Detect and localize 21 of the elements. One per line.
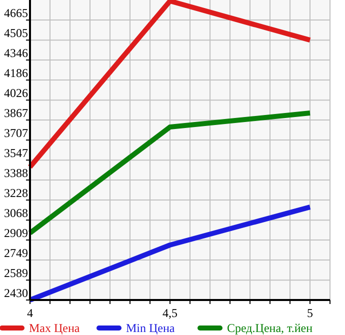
y-tick-label: 3707	[4, 126, 28, 140]
y-tick-label: 2909	[4, 226, 28, 240]
y-tick-label: 3547	[4, 146, 28, 160]
y-tick-label: 3228	[4, 186, 28, 200]
y-tick-label: 4026	[4, 86, 28, 100]
y-tick-label: 3867	[4, 106, 28, 120]
x-tick-label: 5	[307, 306, 314, 320]
y-tick-label: 2589	[4, 266, 28, 280]
y-tick-label: 4665	[4, 6, 28, 20]
x-tick-label: 4,5	[162, 306, 178, 320]
y-tick-label: 3068	[4, 206, 28, 220]
y-tick-label: 2749	[4, 246, 28, 260]
y-tick-label: 4186	[4, 66, 28, 80]
legend-label: Min Цена	[126, 321, 176, 335]
x-tick-label: 4	[27, 306, 33, 320]
y-tick-label: 2430	[4, 286, 28, 300]
legend-label: Max Цена	[29, 321, 80, 335]
y-tick-label: 4346	[4, 46, 28, 60]
y-tick-label: 4505	[4, 26, 28, 40]
legend-label: Сред.Цена, т.йен	[227, 321, 314, 335]
y-tick-label: 3388	[4, 166, 28, 180]
